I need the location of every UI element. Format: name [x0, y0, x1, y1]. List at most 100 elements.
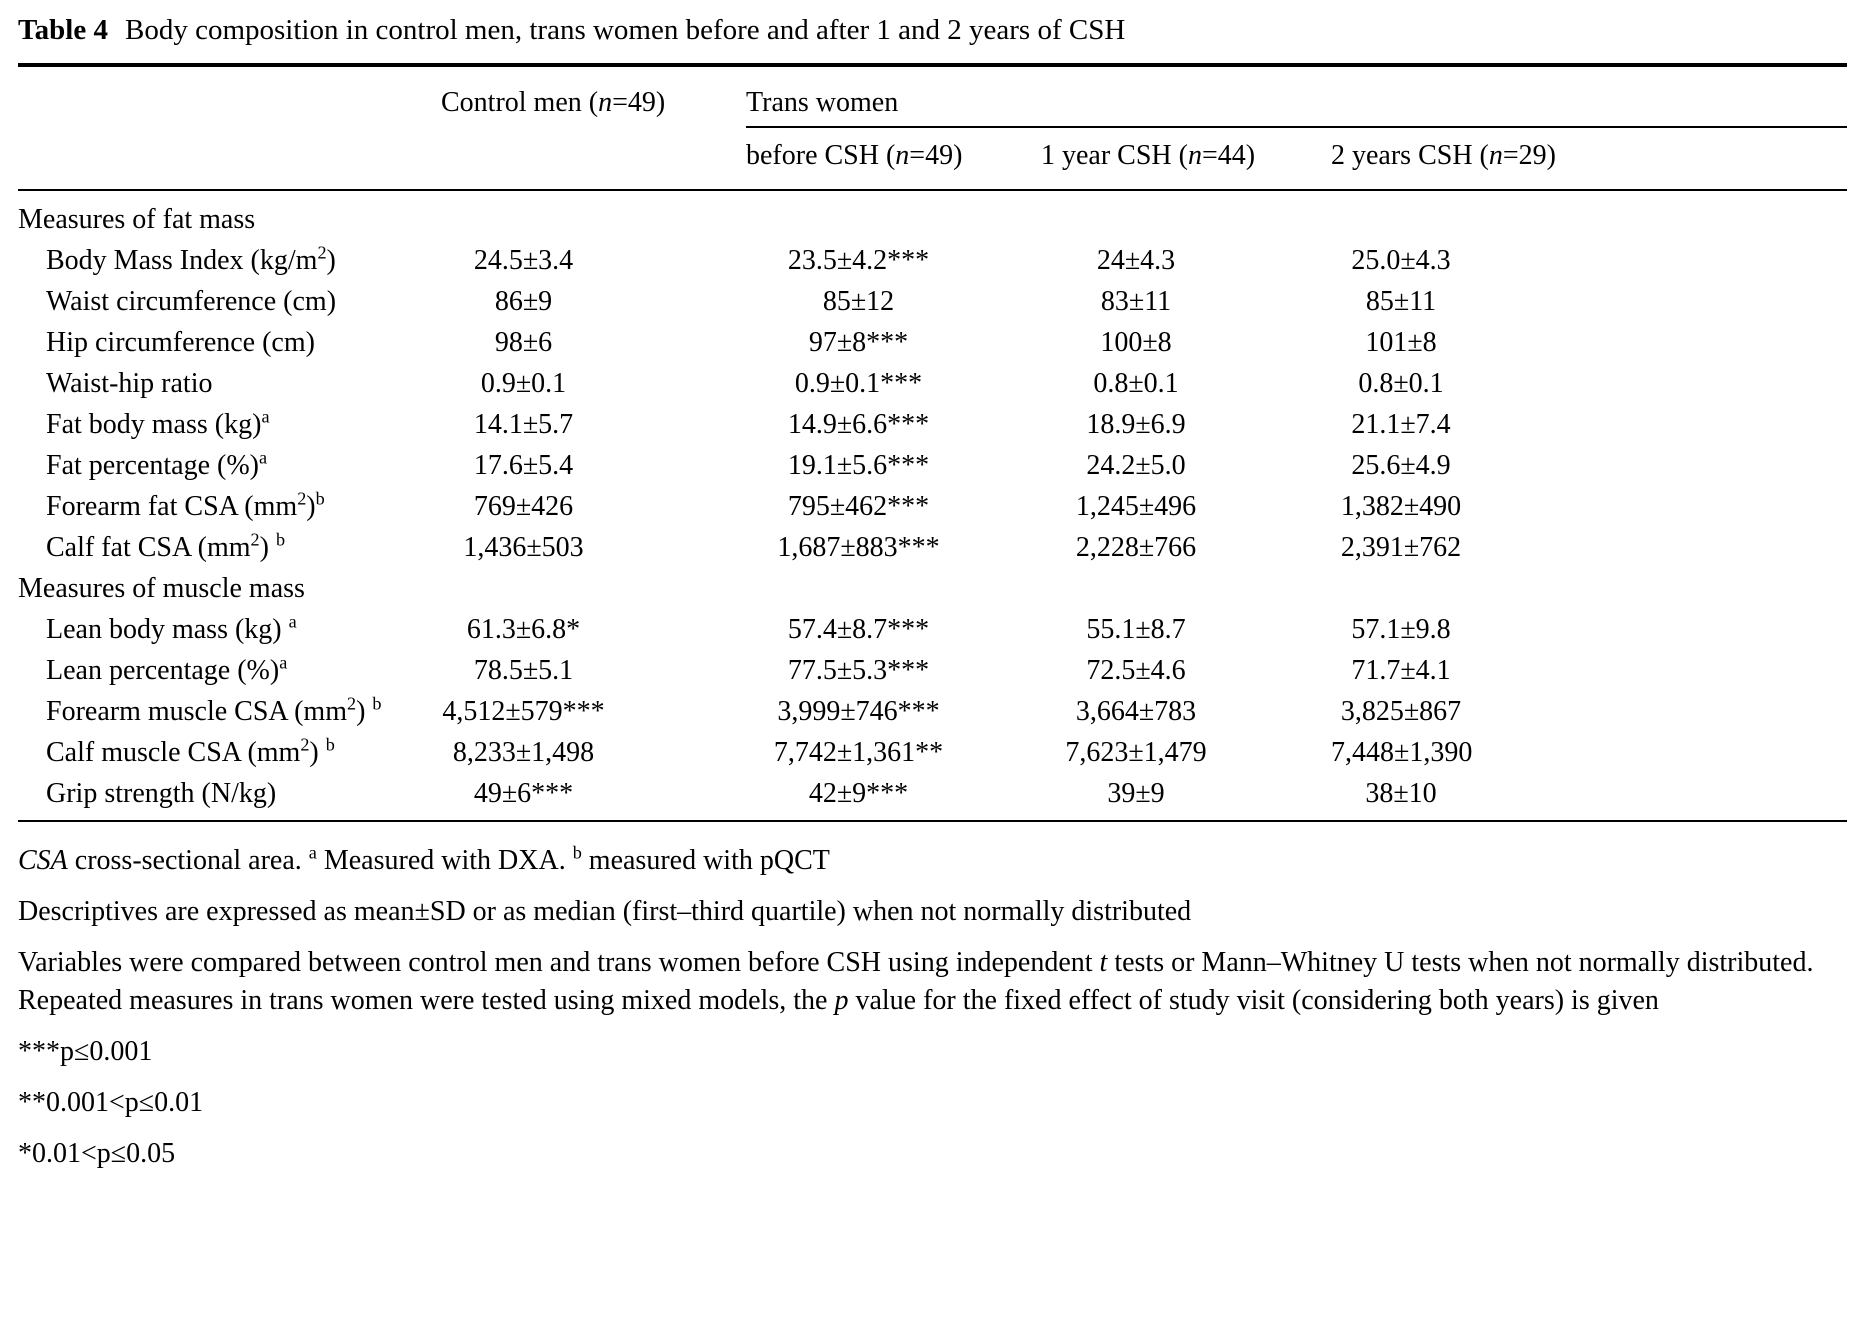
- value-cell: 57.1±9.8: [1351, 613, 1451, 645]
- spacer-cell: [1566, 773, 1847, 821]
- value-cell: 1,436±503: [463, 531, 584, 563]
- spacer-cell: [1566, 732, 1847, 773]
- table-body: Measures of fat mass Body Mass Index (kg/…: [18, 190, 1847, 821]
- table-row: Lean body mass (kg) a 61.3±6.8* 57.4±8.7**…: [18, 609, 1847, 650]
- value-cell: 7,623±1,479: [1065, 736, 1207, 768]
- value-cell: 72.5±4.6: [1086, 654, 1186, 686]
- footnote: Descriptives are expressed as mean±SD or…: [18, 895, 1192, 927]
- table-row: Hip circumference (cm) 98±6 97±8*** 100±8 10…: [18, 322, 1847, 363]
- table-row: Forearm fat CSA (mm2)b 769±426 795±462*** 1…: [18, 486, 1847, 527]
- row-label: Fat percentage (%)a: [46, 447, 268, 481]
- value-cell: 0.9±0.1***: [794, 367, 923, 399]
- row-label: Hip circumference (cm): [46, 326, 315, 358]
- value-cell: 39±9: [1107, 777, 1165, 809]
- value-cell: 8,233±1,498: [452, 736, 595, 768]
- value-cell: 100±8: [1100, 326, 1172, 358]
- stub-cell: [1566, 126, 1847, 191]
- spacer-cell: [651, 527, 746, 568]
- value-cell: 2,391±762: [1340, 531, 1462, 563]
- table-row: Calf muscle CSA (mm2) b 8,233±1,498 7,742±…: [18, 732, 1847, 773]
- value-cell: 19.1±5.6***: [787, 449, 930, 481]
- column-group-trans-women: Trans women: [746, 64, 1847, 128]
- value-cell: 795±462***: [787, 490, 930, 522]
- row-label: Forearm fat CSA (mm2)b: [46, 488, 325, 522]
- row-label: Lean body mass (kg) a: [46, 611, 297, 645]
- row-label: Lean percentage (%)a: [46, 652, 288, 686]
- spacer-cell: [651, 404, 746, 445]
- footnote: **0.001<p≤0.01: [18, 1087, 204, 1119]
- row-label: Fat body mass (kg)a: [46, 406, 270, 440]
- sub-header-row: before CSH (n=49) 1 year CSH (n=44) 2 ye…: [18, 126, 1847, 191]
- section-row: Measures of muscle mass: [18, 568, 1847, 609]
- value-cell: 25.6±4.9: [1351, 449, 1451, 481]
- table-row: Body Mass Index (kg/m2) 24.5±3.4 23.5±4.2*…: [18, 240, 1847, 281]
- value-cell: 42±9***: [808, 777, 909, 809]
- footnote: ***p≤0.001: [18, 1036, 153, 1067]
- group-header-row: Control men (n=49) Trans women: [18, 64, 1847, 128]
- value-cell: 97±8***: [808, 326, 909, 358]
- spacer-cell: [1566, 527, 1847, 568]
- row-label: Calf muscle CSA (mm2) b: [46, 734, 335, 768]
- value-cell: 38±10: [1365, 777, 1437, 809]
- column-header-1-year-csh: 1 year CSH (n=44): [1041, 126, 1331, 191]
- value-cell: 24.2±5.0: [1086, 449, 1186, 481]
- row-label: Grip strength (N/kg): [46, 777, 277, 809]
- value-cell: 78.5±5.1: [473, 654, 574, 686]
- spacer-cell: [651, 445, 746, 486]
- value-cell: 0.8±0.1: [1093, 367, 1179, 399]
- spacer-cell: [1566, 240, 1847, 281]
- footnotes: CSA cross-sectional area. a Measured wit…: [18, 842, 1847, 1174]
- spacer-cell: [1566, 691, 1847, 732]
- value-cell: 769±426: [473, 490, 574, 522]
- row-label: Body Mass Index (kg/m2): [46, 242, 336, 276]
- value-cell: 86±9: [494, 285, 553, 317]
- value-cell: 2,228±766: [1075, 531, 1197, 563]
- spacer-cell: [1566, 404, 1847, 445]
- table-row: Fat body mass (kg)a 14.1±5.7 14.9±6.6*** 18…: [18, 404, 1847, 445]
- value-cell: 23.5±4.2***: [787, 244, 930, 276]
- value-cell: 14.9±6.6***: [787, 408, 930, 440]
- spacer-cell: [651, 486, 746, 527]
- value-cell: 18.9±6.9: [1086, 408, 1186, 440]
- spacer-cell: [1566, 281, 1847, 322]
- value-cell: 21.1±7.4: [1351, 408, 1451, 440]
- spacer-cell: [651, 609, 746, 650]
- value-cell: 85±12: [822, 285, 895, 317]
- spacer-cell: [1566, 609, 1847, 650]
- spacer-cell: [1566, 445, 1847, 486]
- spacer-cell: [651, 691, 746, 732]
- value-cell: 25.0±4.3: [1351, 244, 1451, 276]
- spacer-cell: [1566, 322, 1847, 363]
- value-cell: 1,382±490: [1340, 490, 1462, 522]
- value-cell: 101±8: [1365, 326, 1437, 358]
- value-cell: 24.5±3.4: [473, 244, 574, 276]
- table-title: Table 4 Body composition in control men, …: [18, 12, 1847, 50]
- spacer-cell: [1566, 363, 1847, 404]
- value-cell: 85±11: [1365, 285, 1437, 317]
- value-cell: 71.7±4.1: [1351, 654, 1451, 686]
- table-number: Table 4: [18, 14, 108, 46]
- table-row: Waist circumference (cm) 86±9 85±12 83±11 85…: [18, 281, 1847, 322]
- table-caption: Body composition in control men, trans w…: [125, 14, 1126, 46]
- table-row: Lean percentage (%)a 78.5±5.1 77.5±5.3*** 7…: [18, 650, 1847, 691]
- table-row: Fat percentage (%)a 17.6±5.4 19.1±5.6*** 24…: [18, 445, 1847, 486]
- section-label: Measures of muscle mass: [18, 572, 305, 604]
- value-cell: 3,664±783: [1075, 695, 1197, 727]
- column-header-control-men: Control men (n=49): [441, 87, 666, 119]
- spacer-cell: [1566, 486, 1847, 527]
- table-row: Waist-hip ratio 0.9±0.1 0.9±0.1*** 0.8±0.1 0…: [18, 363, 1847, 404]
- value-cell: 0.9±0.1: [480, 367, 567, 399]
- column-header-before-csh: before CSH (n=49): [746, 126, 1041, 191]
- column-header-2-years-csh: 2 years CSH (n=29): [1331, 126, 1566, 191]
- body-composition-table: Control men (n=49) Trans women before CS…: [18, 62, 1847, 822]
- footnote: CSA cross-sectional area. a Measured wit…: [18, 842, 830, 876]
- row-label: Calf fat CSA (mm2) b: [46, 529, 286, 563]
- value-cell: 7,448±1,390: [1331, 736, 1473, 768]
- table-row: Forearm muscle CSA (mm2) b 4,512±579*** 3,…: [18, 691, 1847, 732]
- value-cell: 3,999±746***: [777, 695, 940, 727]
- value-cell: 55.1±8.7: [1086, 613, 1186, 645]
- value-cell: 61.3±6.8*: [466, 613, 581, 645]
- section-row: Measures of fat mass: [18, 190, 1847, 240]
- stub-cell: [18, 65, 441, 127]
- spacer-cell: [651, 650, 746, 691]
